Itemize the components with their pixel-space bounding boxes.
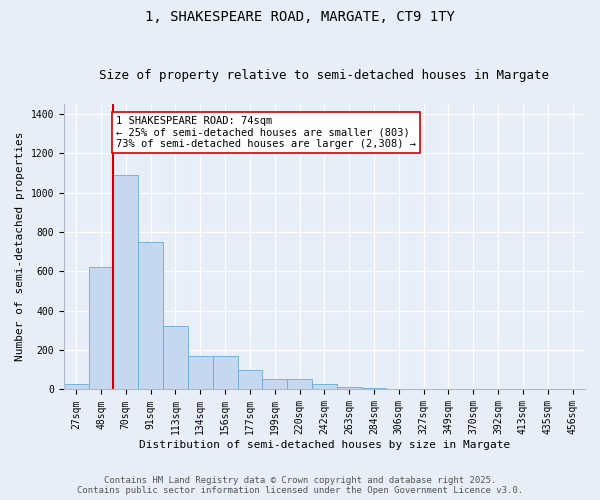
Bar xyxy=(312,384,337,390)
Bar xyxy=(212,356,238,390)
Text: 1 SHAKESPEARE ROAD: 74sqm
← 25% of semi-detached houses are smaller (803)
73% of: 1 SHAKESPEARE ROAD: 74sqm ← 25% of semi-… xyxy=(116,116,416,149)
Bar xyxy=(64,384,89,390)
Bar xyxy=(287,378,312,390)
Text: Contains HM Land Registry data © Crown copyright and database right 2025.
Contai: Contains HM Land Registry data © Crown c… xyxy=(77,476,523,495)
Bar xyxy=(362,388,386,390)
Bar xyxy=(163,326,188,390)
Bar xyxy=(262,378,287,390)
Title: Size of property relative to semi-detached houses in Margate: Size of property relative to semi-detach… xyxy=(100,69,550,82)
Bar xyxy=(113,175,138,390)
Bar xyxy=(89,268,113,390)
Bar xyxy=(138,242,163,390)
Bar xyxy=(238,370,262,390)
X-axis label: Distribution of semi-detached houses by size in Margate: Distribution of semi-detached houses by … xyxy=(139,440,510,450)
Text: 1, SHAKESPEARE ROAD, MARGATE, CT9 1TY: 1, SHAKESPEARE ROAD, MARGATE, CT9 1TY xyxy=(145,10,455,24)
Y-axis label: Number of semi-detached properties: Number of semi-detached properties xyxy=(15,132,25,362)
Bar xyxy=(337,386,362,390)
Bar xyxy=(188,356,212,390)
